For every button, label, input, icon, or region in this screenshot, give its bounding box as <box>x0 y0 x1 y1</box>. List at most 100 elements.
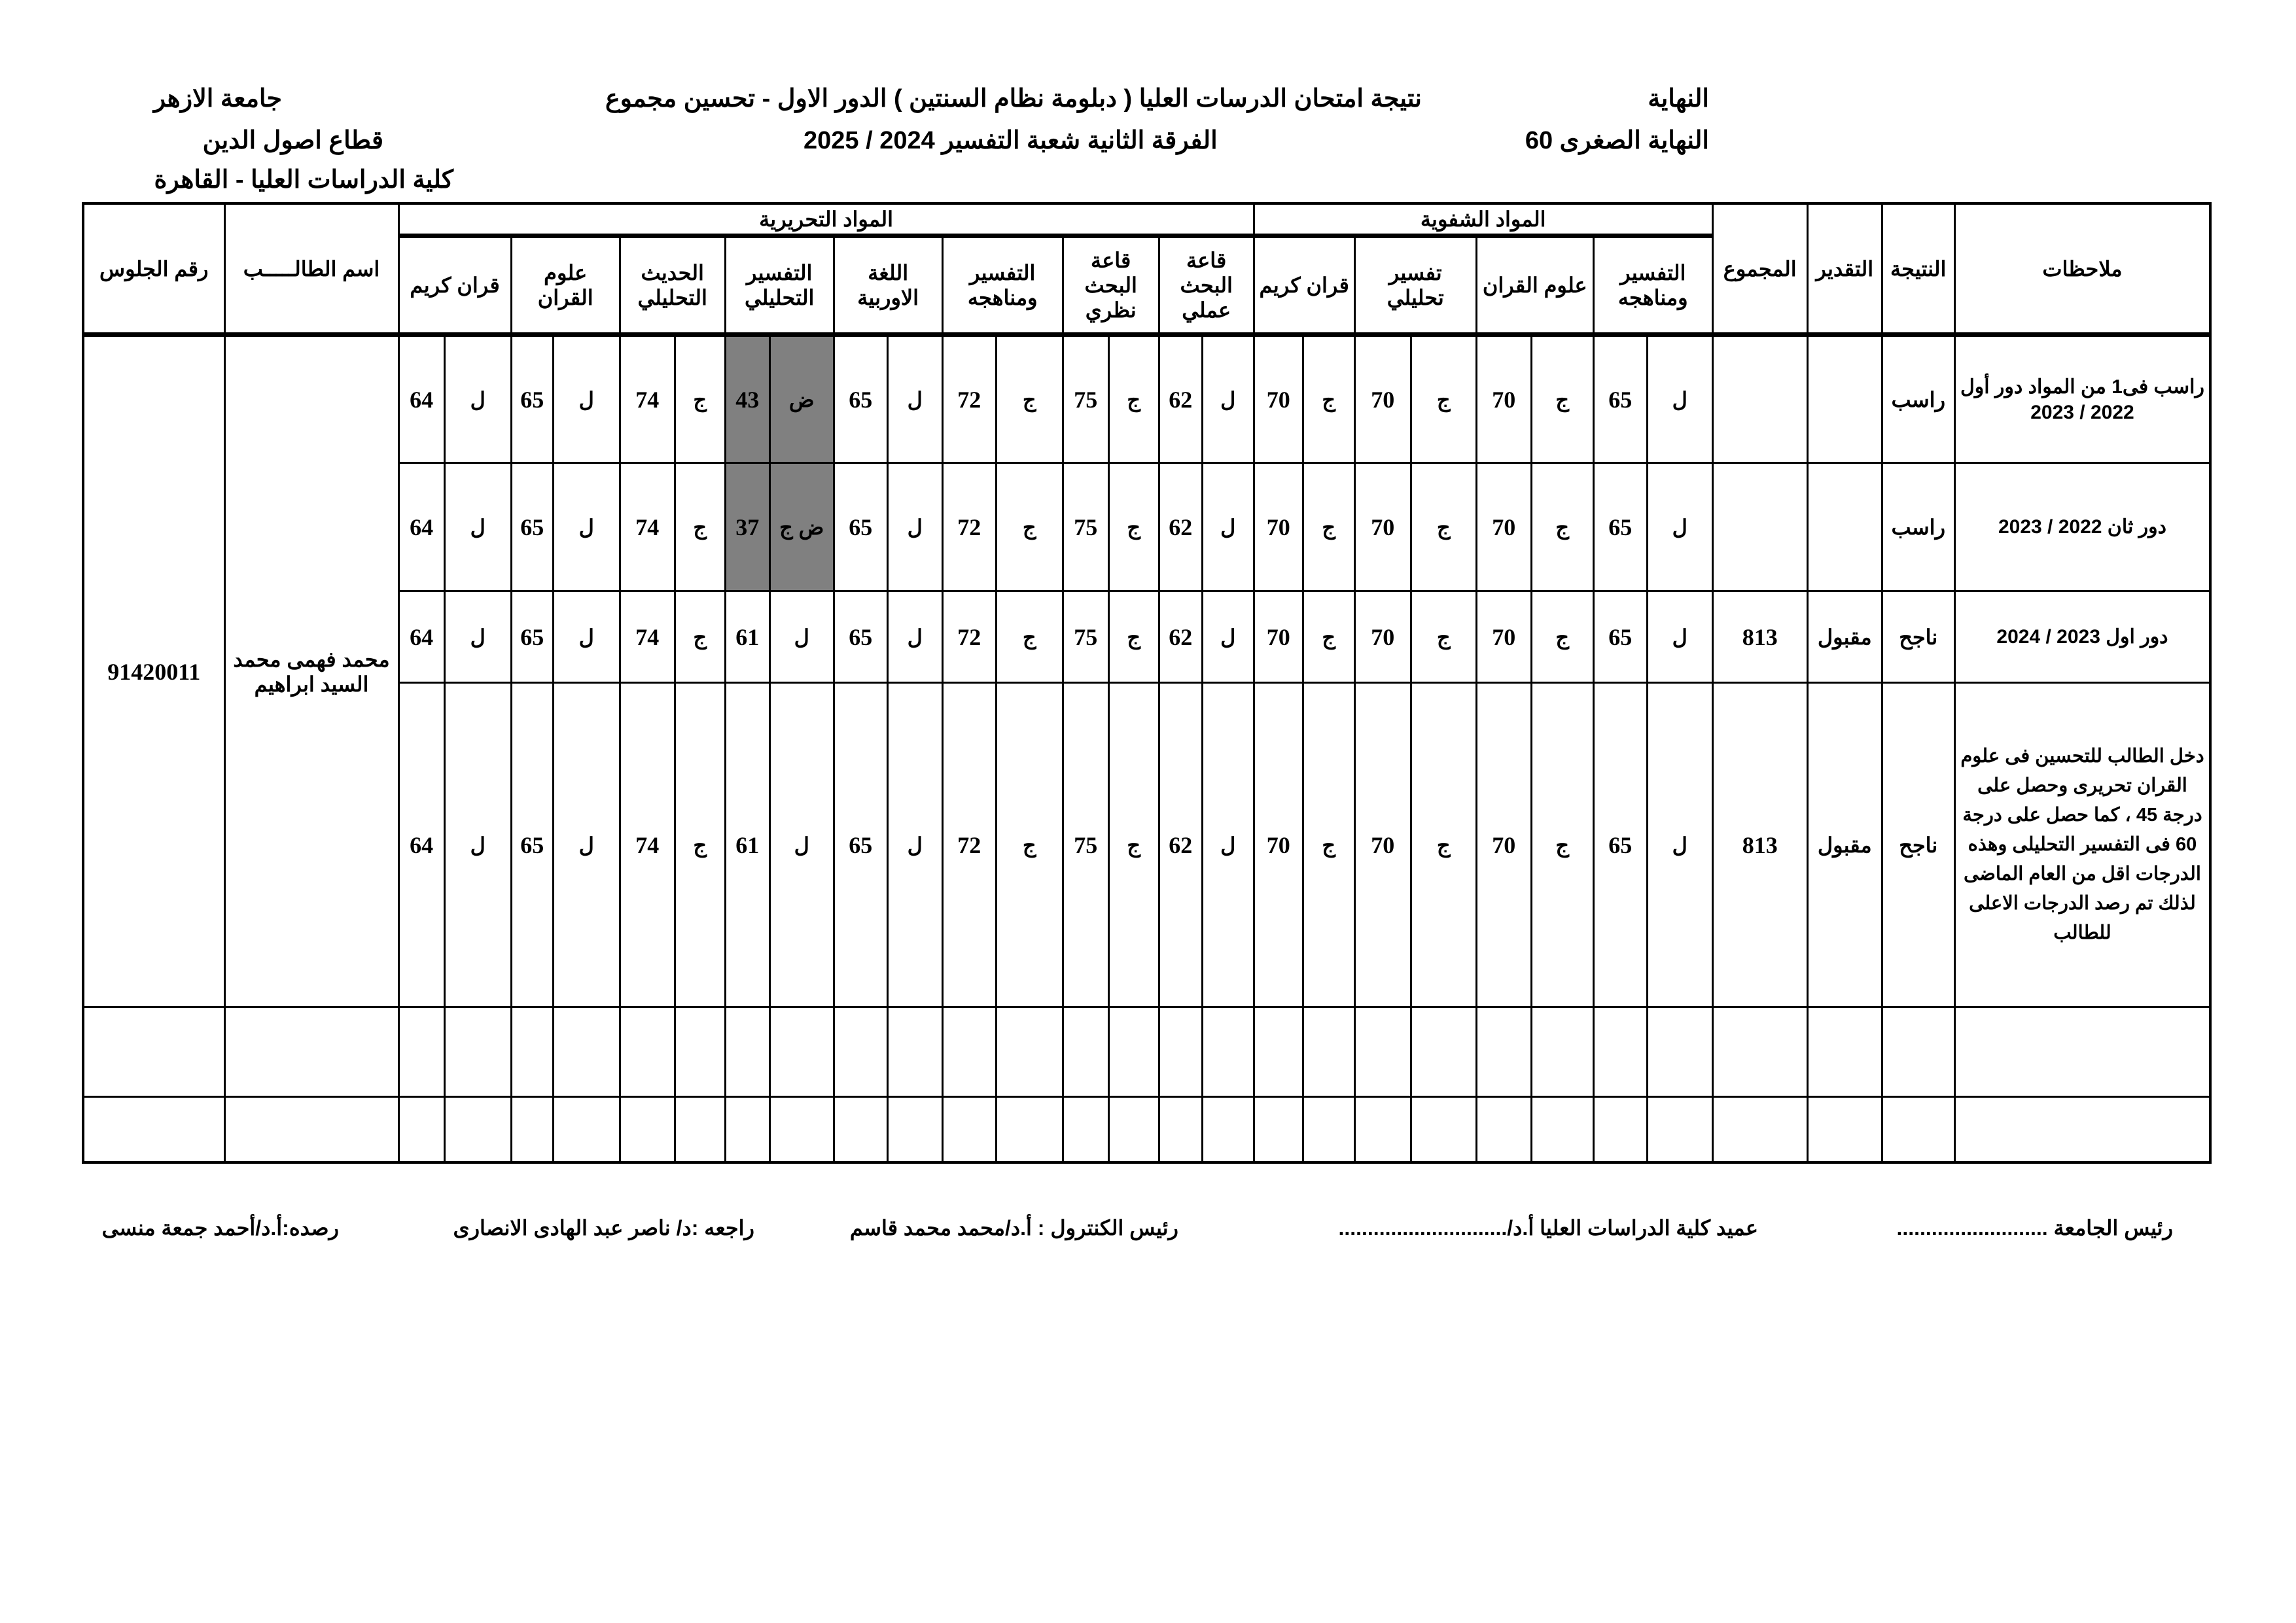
written-score: 64 <box>397 590 446 684</box>
oral-score: 70 <box>1252 334 1304 464</box>
written-score: 65 <box>832 334 889 464</box>
oral-grade-letter: ج <box>1530 334 1595 464</box>
written-score: 62 <box>1157 590 1203 684</box>
written-grade-letter: ل <box>768 682 835 1008</box>
written-score: 72 <box>941 462 997 592</box>
written-score: 62 <box>1157 334 1203 464</box>
empty-cell <box>832 1096 889 1163</box>
oral-score: 70 <box>1252 682 1304 1008</box>
notes-header: ملاحظات <box>1953 202 2212 337</box>
page-subtitle: الفرقة الثانية شعبة التفسير 2024 / 2025 <box>804 127 1218 154</box>
written-score: 61 <box>724 682 771 1008</box>
grade-cell <box>1806 462 1883 592</box>
total-cell <box>1711 462 1809 592</box>
oral-grade-letter: ج <box>1301 462 1356 592</box>
student-name-header: اسم الطالـــــب <box>223 202 400 337</box>
empty-cell <box>82 1006 226 1098</box>
oral-score: 70 <box>1475 682 1532 1008</box>
empty-cell <box>510 1006 554 1098</box>
empty-cell <box>397 1006 446 1098</box>
written-grade-letter: ل <box>552 462 621 592</box>
oral-grade-letter: ج <box>1409 334 1477 464</box>
empty-cell <box>724 1006 771 1098</box>
oral-score: 70 <box>1353 682 1412 1008</box>
empty-cell <box>1157 1096 1203 1163</box>
result-header: النتيجة <box>1881 202 1956 337</box>
empty-cell <box>552 1006 621 1098</box>
oral-grade-letter: ج <box>1530 682 1595 1008</box>
notes-cell: دخل الطالب للتحسين فى علوم القران تحريرى… <box>1953 682 2212 1008</box>
written-score: 75 <box>1061 682 1110 1008</box>
empty-cell <box>1881 1096 1956 1163</box>
written-grade-letter: ل <box>443 682 512 1008</box>
result-cell: ناجح <box>1881 682 1956 1008</box>
written-subject-header: التفسير التحليلي <box>724 235 835 337</box>
written-grade-letter: ج <box>673 590 726 684</box>
written-grade-letter: ج <box>1107 682 1160 1008</box>
empty-cell <box>82 1096 226 1163</box>
written-score: 62 <box>1157 682 1203 1008</box>
grade-cell <box>1806 334 1883 464</box>
total-cell: 813 <box>1711 682 1809 1008</box>
written-grade-letter: ض ج <box>768 462 835 592</box>
written-grade-letter: ج <box>1107 590 1160 684</box>
written-subject-header: اللغة الاوربية <box>832 235 944 337</box>
table-row: دور اول 2023 / 2024 ناجح مقبول 813 ل 65 ج 70 ج 70… <box>83 590 2212 684</box>
written-grade-letter: ل <box>552 682 621 1008</box>
written-score: 74 <box>618 334 676 464</box>
result-cell: ناجح <box>1881 590 1956 684</box>
written-grade-letter: ج <box>1107 462 1160 592</box>
written-grade-letter: ل <box>1201 462 1255 592</box>
written-score: 74 <box>618 590 676 684</box>
grade-header: التقدير <box>1806 202 1883 337</box>
written-grade-letter: ج <box>995 334 1064 464</box>
written-score: 65 <box>510 682 554 1008</box>
written-subjects-header: المواد التحريرية <box>397 202 1255 238</box>
empty-cell <box>768 1096 835 1163</box>
written-score: 65 <box>832 682 889 1008</box>
empty-cell <box>1353 1006 1412 1098</box>
grade-cell: مقبول <box>1806 682 1883 1008</box>
oral-score: 65 <box>1592 682 1648 1008</box>
empty-cell <box>1592 1096 1648 1163</box>
written-subject-header: قاعة البحث عملي <box>1157 235 1255 337</box>
empty-cell <box>1409 1006 1477 1098</box>
oral-score: 70 <box>1475 590 1532 684</box>
grade-cell: مقبول <box>1806 590 1883 684</box>
written-score: 65 <box>510 334 554 464</box>
written-score: 75 <box>1061 462 1110 592</box>
written-grade-letter: ل <box>443 462 512 592</box>
faculty-name: كلية الدراسات العليا - القاهرة <box>154 166 453 194</box>
total-cell: 813 <box>1711 590 1809 684</box>
empty-cell <box>1301 1096 1356 1163</box>
written-grade-letter: ج <box>673 462 726 592</box>
written-subject-header: الحديث التحليلي <box>618 235 726 337</box>
written-subject-header: قاعة البحث نظري <box>1061 235 1160 337</box>
empty-cell <box>1530 1006 1595 1098</box>
written-grade-letter: ج <box>995 462 1064 592</box>
oral-grade-letter: ل <box>1646 682 1714 1008</box>
oral-score: 65 <box>1592 462 1648 592</box>
written-score: 64 <box>397 334 446 464</box>
written-subject-header: التفسير ومناهجه <box>941 235 1064 337</box>
page-title: نتيجة امتحان الدرسات العليا ( دبلومة نظا… <box>605 85 1422 113</box>
oral-subject-header: التفسير ومناهجه <box>1592 235 1714 337</box>
total-cell <box>1711 334 1809 464</box>
oral-grade-letter: ج <box>1409 590 1477 684</box>
empty-cell <box>618 1096 676 1163</box>
written-grade-letter: ض <box>768 334 835 464</box>
written-score: 65 <box>832 590 889 684</box>
written-score: 72 <box>941 590 997 684</box>
student-name: محمد فهمى محمد السيد ابراهيم <box>223 334 400 1008</box>
empty-cell <box>1953 1006 2212 1098</box>
empty-cell <box>1107 1006 1160 1098</box>
empty-cell <box>1953 1096 2212 1163</box>
oral-score: 70 <box>1252 462 1304 592</box>
empty-cell <box>1061 1096 1110 1163</box>
oral-score: 70 <box>1353 334 1412 464</box>
notes-cell: راسب فى1 من المواد دور أول 2022 / 2023 <box>1953 334 2212 464</box>
total-header: المجموع <box>1711 202 1809 337</box>
empty-cell <box>1409 1096 1477 1163</box>
written-grade-letter: ل <box>886 334 944 464</box>
oral-grade-letter: ج <box>1301 590 1356 684</box>
